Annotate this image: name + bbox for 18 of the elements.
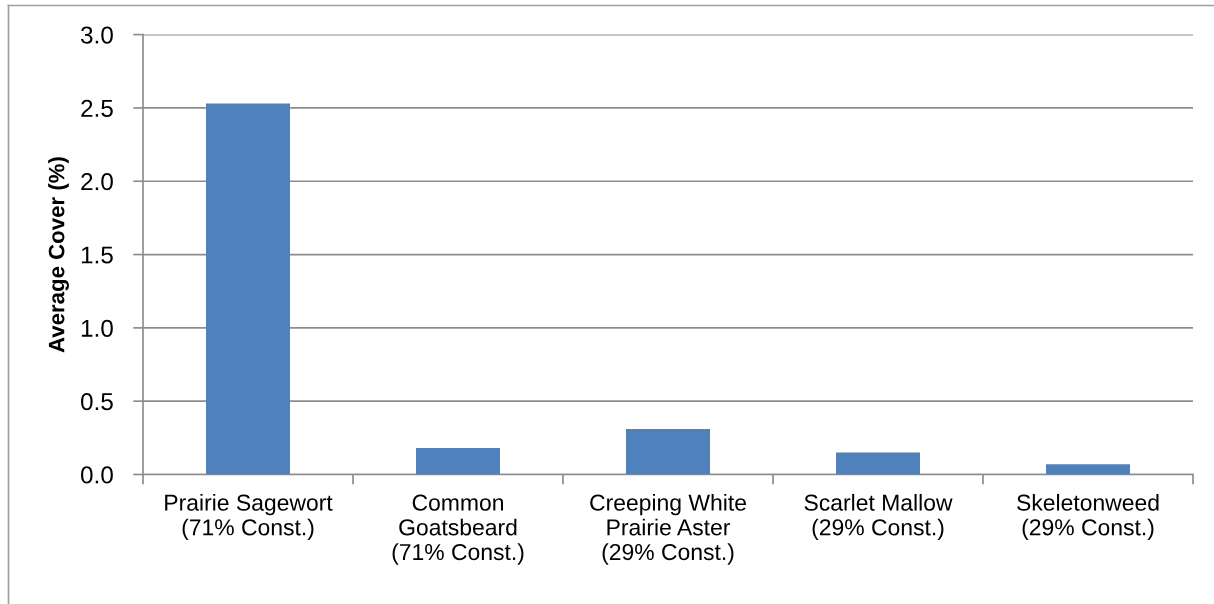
bar — [626, 429, 710, 475]
x-tick-label: Common Goatsbeard (71% Const.) — [392, 494, 524, 565]
y-tick-label: 0.0 — [81, 466, 113, 484]
y-tick-label: 1.0 — [81, 319, 113, 337]
y-tick-label: 3.0 — [80, 26, 113, 44]
y-tick-label: 2.0 — [81, 173, 113, 191]
y-tick-label: 2.5 — [81, 99, 113, 117]
x-tick-label: Creeping White Prairie Aster (29% Const.) — [590, 493, 746, 565]
x-tick-label: Prairie Sagewort (71% Const.) — [165, 493, 333, 540]
x-tick-label: Scarlet Mallow (29% Const.) — [804, 493, 953, 540]
y-tick-label: 1.5 — [81, 246, 113, 264]
x-tick-label: Skeletonweed (29% Const.) — [1017, 493, 1159, 540]
bar — [206, 103, 290, 475]
bar — [416, 448, 500, 475]
bar — [1046, 464, 1130, 475]
y-axis-title: Average Cover (%) — [48, 157, 69, 353]
y-tick-label: 0.5 — [81, 393, 113, 411]
bar — [836, 452, 920, 475]
